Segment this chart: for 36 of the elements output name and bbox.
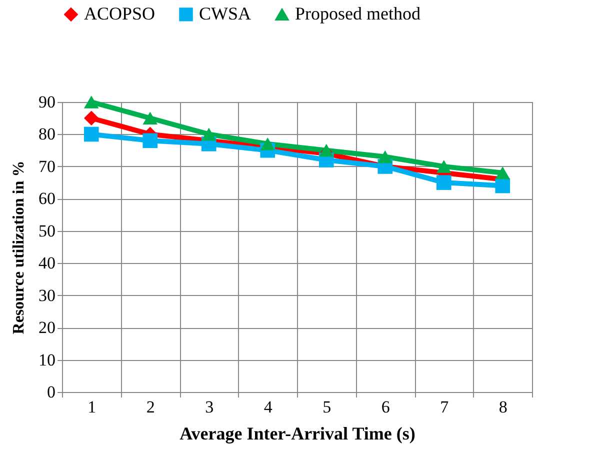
legend-label: Proposed method xyxy=(295,4,420,24)
x-tick-label: 3 xyxy=(205,398,214,416)
x-tick-label: 2 xyxy=(146,398,155,416)
y-tick-label: 30 xyxy=(38,286,56,305)
x-tick-label: 1 xyxy=(88,398,96,416)
point xyxy=(201,128,216,141)
y-tick-label: 70 xyxy=(38,156,56,176)
point xyxy=(495,178,510,194)
y-axis-title: Resource utilization in % xyxy=(10,160,28,334)
point xyxy=(436,175,452,190)
y-tick-label: 0 xyxy=(47,382,56,402)
point xyxy=(142,133,158,148)
y-tick-label: 90 xyxy=(38,92,56,112)
point xyxy=(318,144,334,157)
point xyxy=(436,160,452,173)
point xyxy=(84,126,99,142)
x-tick-label: 8 xyxy=(498,398,508,416)
x-tick-label: 5 xyxy=(322,398,332,416)
point xyxy=(84,110,99,126)
x-tick-label: 7 xyxy=(440,398,450,416)
y-tick-label: 40 xyxy=(38,254,56,273)
x-axis-title: Average Inter-Arrival Time (s) xyxy=(180,424,416,444)
point xyxy=(495,166,510,180)
y-tick-label: 80 xyxy=(38,124,56,144)
y-tick-label: 20 xyxy=(38,318,56,338)
point xyxy=(84,96,99,108)
y-tick-label: 50 xyxy=(38,221,56,240)
x-tick-label: 6 xyxy=(381,398,390,416)
point xyxy=(260,137,276,150)
point xyxy=(378,150,393,164)
y-tick-label: 10 xyxy=(38,350,56,370)
point xyxy=(142,112,158,125)
y-tick-label: 60 xyxy=(38,189,56,208)
x-tick-label: 4 xyxy=(264,398,273,416)
legend-label: ACOPSO xyxy=(84,3,156,24)
legend-label: CWSA xyxy=(199,3,252,24)
